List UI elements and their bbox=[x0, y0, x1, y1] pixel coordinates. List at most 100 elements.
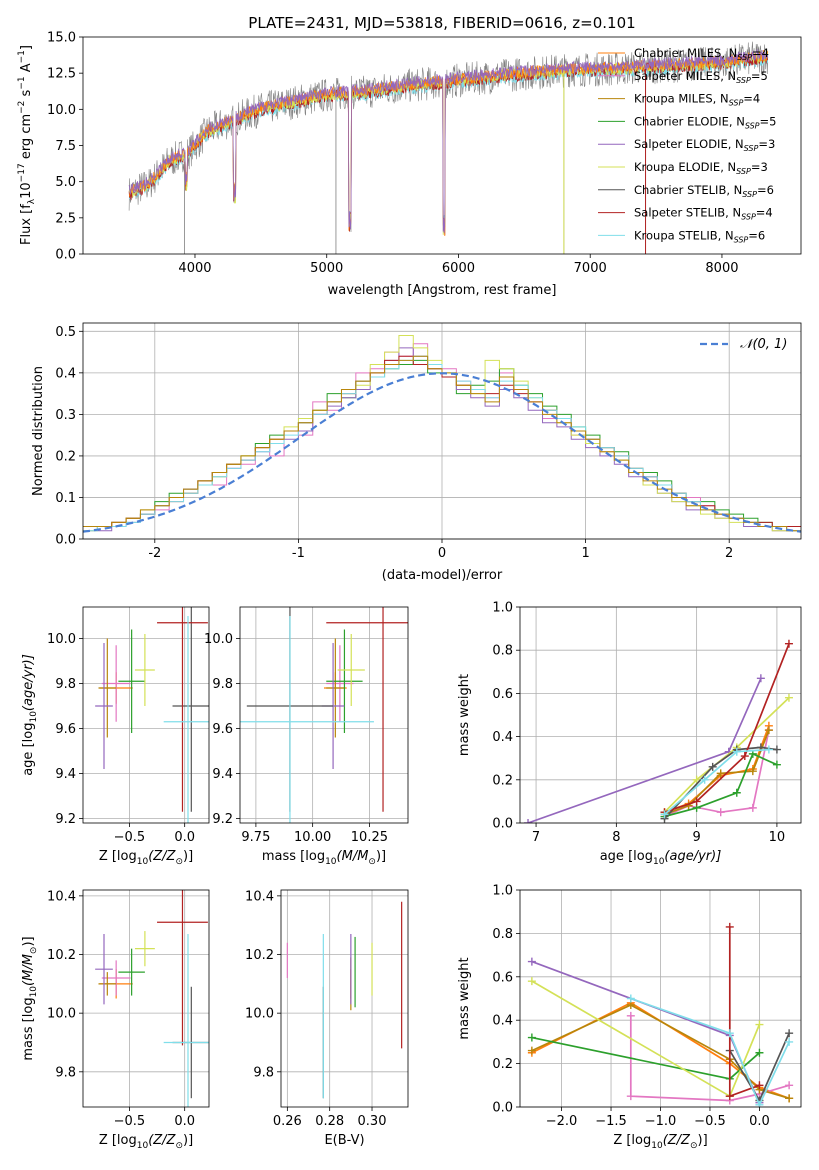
weight-point bbox=[692, 797, 701, 806]
y-axis-label: Flux [fλ10−17 erg cm−2 s−1 A−1] bbox=[17, 45, 37, 245]
x-axis-label-part: ⊙ bbox=[690, 1141, 698, 1151]
weight-series-line bbox=[531, 980, 761, 1098]
weight-point bbox=[772, 745, 781, 754]
plot-area bbox=[524, 639, 793, 823]
x-axis-label-part: (Z/Z bbox=[148, 1133, 176, 1148]
y-tick-label: 9.6 bbox=[55, 722, 76, 737]
y-tick-label: 2.5 bbox=[55, 211, 76, 226]
legend-n-sub: SSP bbox=[734, 235, 749, 244]
y-axis-label-part: 10 bbox=[29, 711, 39, 723]
legend-sep: , bbox=[718, 228, 725, 242]
chart-age_vs_Z: −0.5 0.0 9.2 9.4 9.6 9.8 10.0 bbox=[47, 606, 210, 845]
y-tick-label: 0.4 bbox=[492, 730, 513, 745]
legend-entry: Chabrier ELODIE, NSSP=5 bbox=[634, 114, 776, 130]
x-tick-label: 0.0 bbox=[174, 1114, 195, 1129]
x-axis-label-part: 10 bbox=[653, 857, 665, 867]
weight-series-line bbox=[663, 697, 790, 813]
x-tick-label: 8 bbox=[612, 830, 620, 845]
axes-frame bbox=[519, 889, 802, 1108]
spectrum-model-line bbox=[128, 49, 769, 234]
weight-point bbox=[785, 1094, 794, 1103]
legend-lib: STELIB bbox=[686, 206, 725, 220]
legend-n-value: =5 bbox=[751, 69, 768, 83]
legend-n: N bbox=[735, 137, 744, 151]
y-tick-label: 10.2 bbox=[245, 948, 274, 963]
x-tick-label: 10.25 bbox=[351, 830, 388, 845]
x-tick-label: -2 bbox=[148, 546, 161, 561]
y-tick-label: 9.8 bbox=[253, 1065, 274, 1080]
legend-entry: Kroupa STELIB, NSSP=6 bbox=[634, 228, 765, 244]
y-tick-label: 0.0 bbox=[55, 533, 76, 548]
chart-age_vs_mass: 9.75 10.00 10.25 9.2 9.4 9.6 9.8 10.0 bbox=[204, 606, 409, 845]
y-tick-label: 10.0 bbox=[47, 1007, 76, 1022]
y-tick-label: 0.3 bbox=[55, 408, 76, 423]
y-axis-label-part: ⊙ bbox=[29, 947, 39, 955]
y-axis-label-part: −1 bbox=[17, 76, 27, 89]
x-axis-label-part: ⊙ bbox=[175, 1141, 183, 1151]
x-axis-label-part: ⊙ bbox=[368, 857, 376, 867]
legend-n-value: =4 bbox=[756, 206, 773, 220]
x-tick-label: 4000 bbox=[178, 261, 211, 276]
y-axis-label-part: λ bbox=[27, 198, 37, 204]
x-axis-label-part: (Z/Z bbox=[148, 849, 176, 864]
weight-point bbox=[740, 752, 749, 761]
gaussian-line bbox=[83, 372, 801, 533]
x-tick-label: 10.00 bbox=[294, 830, 331, 845]
y-axis-label: mass [log10(M/M⊙)] bbox=[21, 936, 39, 1060]
y-tick-label: 9.4 bbox=[212, 767, 233, 782]
y-axis-label-part: Flux [f bbox=[19, 204, 34, 245]
x-axis-label-part: Z [log bbox=[613, 1133, 651, 1148]
legend-imf: Salpeter bbox=[634, 69, 683, 83]
x-tick-label: 0.0 bbox=[749, 1114, 770, 1129]
weight-point bbox=[660, 810, 669, 819]
y-tick-label: 10.0 bbox=[47, 632, 76, 647]
weight-point bbox=[764, 726, 773, 735]
chart-spectrum: 4000 5000 6000 7000 8000 0.0 2.5 5.0 7.5 10.0 12.5… bbox=[47, 31, 802, 276]
y-axis-label-part: A bbox=[19, 63, 34, 76]
legend-n-value: =6 bbox=[748, 228, 765, 242]
weight-point bbox=[748, 767, 757, 776]
weight-point bbox=[626, 1011, 635, 1020]
x-axis-label-part: age [log bbox=[600, 849, 653, 864]
legend-sep: , bbox=[728, 137, 735, 151]
x-tick-label: 0.0 bbox=[174, 830, 195, 845]
weight-point bbox=[785, 1037, 794, 1046]
legend-imf: Salpeter bbox=[634, 206, 683, 220]
y-tick-label: 0.1 bbox=[55, 491, 76, 506]
y-axis-label-part: 10 bbox=[19, 182, 34, 199]
chart-mass_vs_Z: −0.5 0.0 9.8 10.0 10.2 10.4 bbox=[47, 889, 210, 1129]
y-tick-label: 5.0 bbox=[55, 175, 76, 190]
x-tick-label: −1.0 bbox=[645, 1114, 677, 1129]
weight-point bbox=[626, 994, 635, 1003]
plot-area bbox=[286, 901, 403, 1099]
y-tick-label: 10.0 bbox=[245, 1007, 274, 1022]
y-tick-label: 15.0 bbox=[47, 31, 76, 46]
x-tick-label: 9.75 bbox=[241, 830, 270, 845]
x-axis-label: (data-model)/error bbox=[382, 568, 503, 583]
y-tick-label: 0.2 bbox=[55, 449, 76, 464]
legend-n-sub: SSP bbox=[736, 167, 751, 176]
y-axis-label-part: −2 bbox=[17, 101, 27, 114]
legend-n-sub: SSP bbox=[729, 99, 744, 108]
x-tick-label: 0.28 bbox=[315, 1114, 344, 1129]
weight-point bbox=[784, 639, 793, 648]
chart-mass_vs_ebv: 0.26 0.28 0.30 9.8 10.0 10.2 10.4 bbox=[245, 889, 409, 1129]
weight-point bbox=[692, 775, 701, 784]
weight-series-line bbox=[630, 997, 790, 1107]
legend-entry: Chabrier MILES, NSSP=4 bbox=[634, 46, 769, 62]
y-tick-label: 0.0 bbox=[492, 1101, 513, 1116]
y-axis-label-part: age [log bbox=[21, 723, 36, 776]
x-axis-label-part: 10 bbox=[137, 1141, 149, 1151]
x-tick-label: 9 bbox=[692, 830, 700, 845]
plot-area bbox=[95, 607, 209, 823]
legend-n: N bbox=[736, 114, 745, 128]
weight-point bbox=[785, 1081, 794, 1090]
legend-imf: Kroupa bbox=[634, 160, 675, 174]
y-tick-label: 9.8 bbox=[55, 677, 76, 692]
x-tick-label: 0 bbox=[438, 546, 446, 561]
legend-imf: Chabrier bbox=[634, 114, 684, 128]
y-tick-label: 0.0 bbox=[492, 817, 513, 832]
y-tick-label: 0.0 bbox=[55, 248, 76, 263]
legend-entry: Salpeter ELODIE, NSSP=3 bbox=[634, 137, 775, 153]
